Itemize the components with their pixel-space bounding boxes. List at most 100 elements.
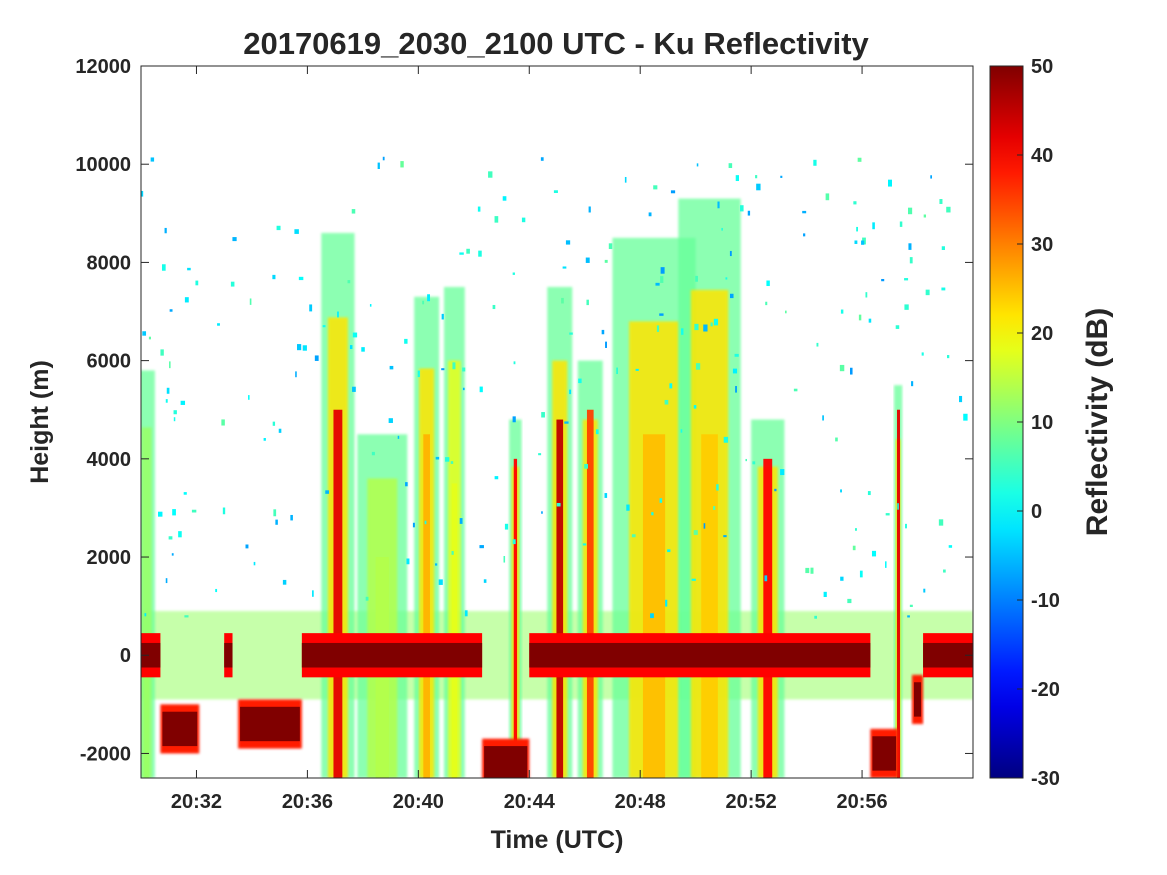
weak-echo [604, 259, 608, 263]
weak-echo [412, 522, 415, 528]
weak-echo [297, 344, 302, 351]
y-tick-label: 10000 [75, 154, 131, 176]
weak-echo [361, 347, 365, 352]
weak-echo [858, 314, 862, 321]
weak-echo [406, 558, 410, 565]
weak-echo [424, 520, 427, 525]
weak-echo [565, 240, 571, 245]
weak-echo [382, 156, 385, 161]
weak-echo [840, 489, 842, 493]
weak-echo [569, 332, 573, 335]
weak-echo [813, 159, 817, 166]
weak-echo [435, 456, 440, 460]
weak-echo [302, 345, 307, 351]
weak-echo [221, 419, 225, 426]
weak-echo [157, 511, 163, 517]
colorbar-tick-label: 0 [1031, 501, 1042, 523]
column-core [451, 483, 458, 778]
weak-echo [290, 514, 293, 521]
weak-echo [946, 355, 950, 359]
weak-echo [184, 615, 189, 618]
weak-echo [653, 185, 658, 190]
column-core [586, 409, 594, 778]
weak-echo [187, 267, 191, 271]
colorbar-tick-label: 30 [1031, 234, 1053, 256]
weak-echo [885, 561, 887, 568]
weak-echo [780, 469, 785, 476]
weak-echo [825, 193, 830, 201]
convective-column [509, 419, 522, 778]
weak-echo [655, 282, 660, 286]
weak-echo [165, 578, 168, 584]
weak-echo [169, 361, 171, 369]
weak-echo [871, 550, 877, 557]
weak-echo [165, 399, 168, 403]
weak-echo [717, 201, 720, 209]
weak-echo [541, 511, 543, 514]
weak-echo [881, 278, 885, 282]
weak-echo [909, 257, 913, 264]
weak-echo [582, 543, 587, 546]
weak-echo [371, 451, 375, 456]
weak-echo [479, 545, 484, 549]
weak-echo [752, 461, 756, 465]
weak-echo [478, 250, 482, 257]
weak-echo [756, 183, 761, 191]
weak-echo [541, 412, 545, 418]
surface-return [923, 642, 973, 668]
weak-echo [171, 553, 174, 556]
weak-echo [512, 272, 515, 275]
weak-echo [595, 429, 599, 435]
y-tick-label: 4000 [87, 449, 132, 471]
weak-echo [854, 240, 858, 244]
weak-echo [483, 579, 487, 583]
weak-echo [650, 613, 654, 619]
weak-echo [852, 545, 856, 551]
weak-echo [908, 243, 912, 250]
weak-echo [735, 175, 739, 182]
convective-column [414, 296, 440, 778]
column-core [701, 434, 718, 778]
weak-echo [178, 531, 182, 538]
weak-echo [400, 161, 404, 168]
weak-echo [659, 313, 664, 316]
weak-echo [540, 157, 544, 161]
weak-echo [802, 210, 807, 214]
weak-echo [853, 201, 857, 205]
weak-echo [793, 388, 798, 392]
mirror-image-core [484, 746, 528, 778]
weak-echo [710, 322, 713, 327]
weak-echo [183, 492, 187, 495]
weak-echo [365, 596, 369, 601]
weak-echo [553, 190, 558, 193]
weak-echo [569, 389, 572, 395]
weak-echo [840, 576, 844, 581]
weak-echo [169, 309, 173, 312]
plot-frame [140, 65, 974, 779]
convective-column [577, 360, 603, 778]
weak-echo [734, 353, 739, 357]
weak-echo [462, 387, 465, 391]
weak-echo [389, 365, 394, 370]
weak-echo [735, 386, 737, 393]
weak-echo [349, 345, 353, 350]
x-axis: 20:32 20:36 20:40 20:44 20:48 20:52 20:56 [171, 66, 888, 813]
weak-echo [513, 361, 516, 365]
weak-echo [191, 509, 197, 513]
mirror-image-core [162, 711, 198, 747]
weak-echo [925, 289, 930, 296]
weak-echo [417, 370, 420, 378]
weak-echo [907, 207, 913, 215]
weak-echo [651, 512, 654, 516]
weak-echo [586, 299, 589, 306]
weak-echo [911, 381, 914, 387]
weak-echo [352, 386, 356, 392]
weak-echo [347, 280, 351, 284]
column-core [556, 419, 564, 778]
weak-echo [538, 453, 542, 456]
weak-echo [494, 216, 499, 223]
weak-echo [325, 490, 330, 494]
weak-echo [713, 318, 719, 326]
weak-echo [462, 367, 466, 372]
